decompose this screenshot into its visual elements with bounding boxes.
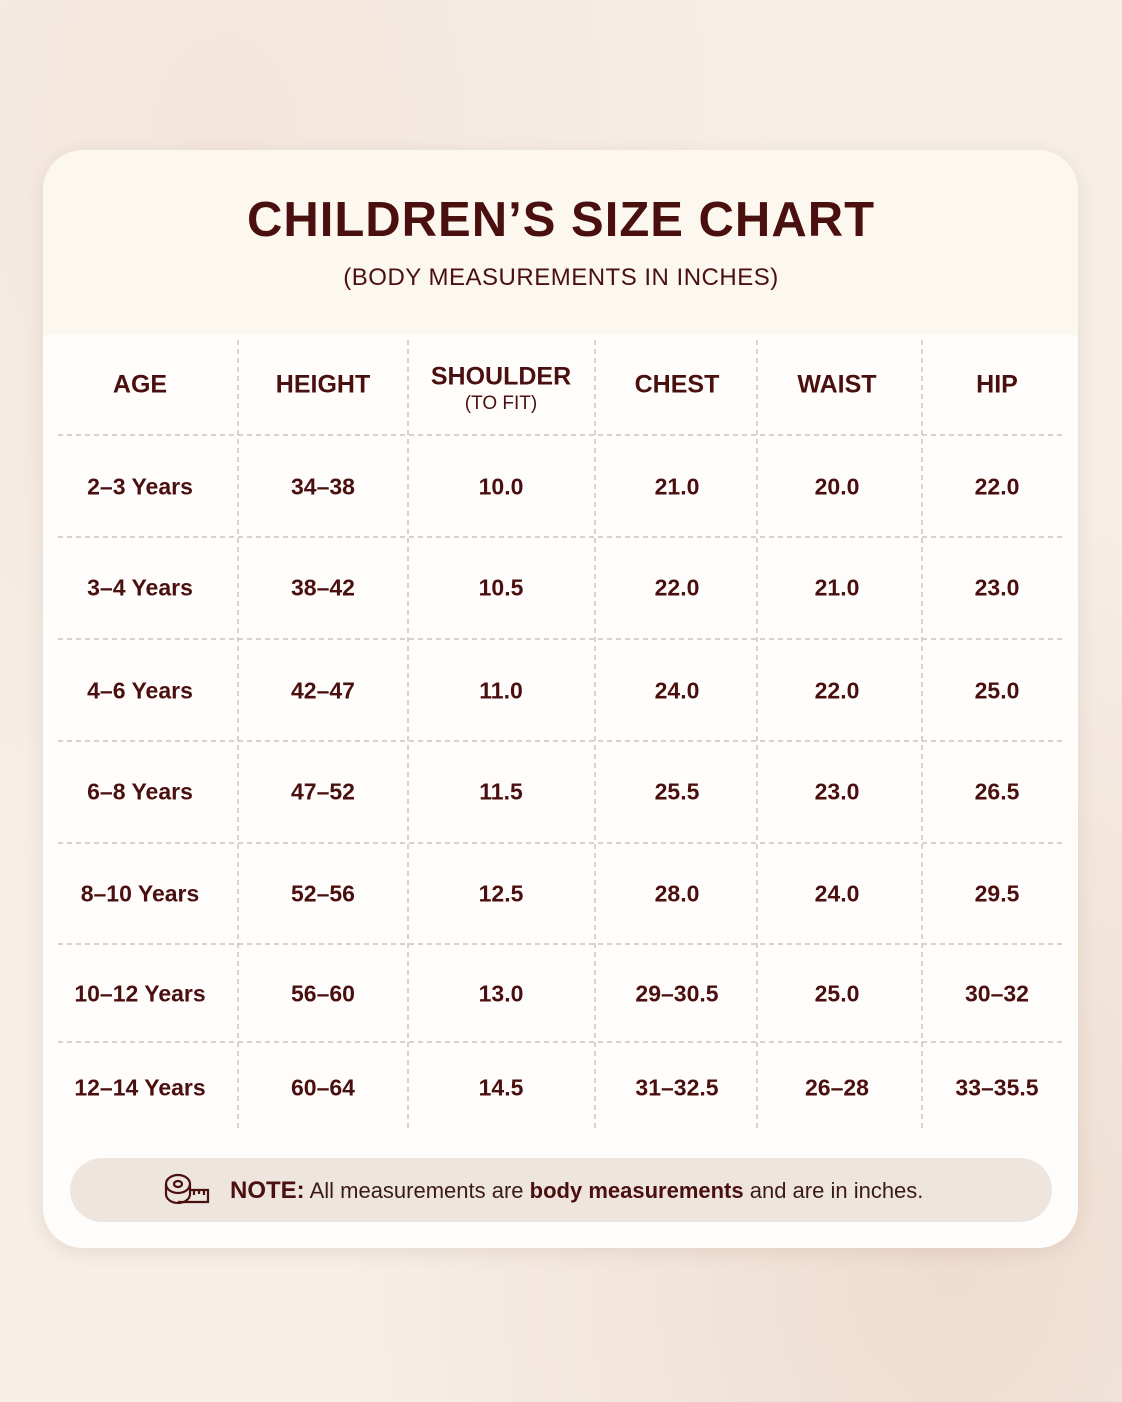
table-cell: 28.0	[654, 880, 700, 907]
column-header: WAIST	[797, 370, 877, 399]
subtitle: (BODY MEASUREMENTS IN INCHES)	[343, 264, 779, 291]
table-cell: 22.0	[974, 473, 1020, 500]
column-header: CHEST	[634, 370, 720, 399]
row-label: 12–14 Years	[74, 1074, 206, 1101]
table-cell: 24.0	[814, 880, 860, 907]
table-cell: 42–47	[291, 677, 355, 704]
column-header: HIP	[976, 370, 1018, 399]
table-cell: 29.5	[974, 880, 1020, 907]
row-label: 4–6 Years	[87, 677, 193, 704]
row-label: 8–10 Years	[80, 880, 200, 907]
table-cell: 34–38	[291, 473, 355, 500]
table-cell: 23.0	[974, 574, 1020, 601]
table-cell: 25.0	[974, 677, 1020, 704]
column-subheader: (TO FIT)	[464, 393, 538, 414]
row-label: 2–3 Years	[87, 473, 193, 500]
note-emphasis: body measurements	[529, 1178, 744, 1203]
table-cell: 47–52	[291, 778, 355, 805]
note-part: All measurements are	[304, 1178, 530, 1203]
table-cell: 10.0	[478, 473, 524, 500]
card	[43, 150, 1078, 1248]
table-cell: 26.5	[974, 778, 1020, 805]
tape-icon	[164, 1173, 210, 1205]
note-label: NOTE:	[230, 1177, 305, 1204]
table-cell: 10.5	[478, 574, 524, 601]
table-cell: 26–28	[805, 1074, 869, 1101]
table-cell: 12.5	[478, 880, 524, 907]
table-cell: 52–56	[291, 880, 355, 907]
note-part: and are in inches.	[743, 1178, 924, 1203]
row-label: 3–4 Years	[87, 574, 193, 601]
table-cell: 11.5	[479, 778, 523, 805]
table-cell: 22.0	[654, 574, 700, 601]
table-cell: 29–30.5	[635, 980, 719, 1007]
column-header: AGE	[112, 370, 168, 399]
table-cell: 38–42	[291, 574, 355, 601]
column-header: SHOULDER	[430, 362, 572, 391]
table-cell: 20.0	[814, 473, 860, 500]
column-header: HEIGHT	[275, 370, 371, 399]
table-cell: 14.5	[478, 1074, 524, 1101]
table-cell: 25.0	[814, 980, 860, 1007]
table-cell: 33–35.5	[955, 1074, 1039, 1101]
table-cell: 24.0	[654, 677, 700, 704]
table-cell: 56–60	[291, 980, 355, 1007]
table-cell: 22.0	[814, 677, 860, 704]
table-cell: 11.0	[479, 677, 523, 704]
card-header	[43, 150, 1078, 335]
note-bar	[70, 1158, 1052, 1222]
table-cell: 21.0	[814, 574, 860, 601]
title: CHILDREN’S SIZE CHART	[246, 193, 876, 247]
note-text: NOTE: All measurements are body measurem…	[230, 1177, 923, 1205]
row-label: 6–8 Years	[87, 778, 193, 805]
table-cell: 13.0	[478, 980, 524, 1007]
table-cell: 60–64	[291, 1074, 355, 1101]
table-cell: 21.0	[654, 473, 700, 500]
table-cell: 23.0	[814, 778, 860, 805]
table-cell: 31–32.5	[635, 1074, 719, 1101]
table-cell: 30–32	[965, 980, 1029, 1007]
table-cell: 25.5	[654, 778, 700, 805]
row-label: 10–12 Years	[74, 980, 206, 1007]
